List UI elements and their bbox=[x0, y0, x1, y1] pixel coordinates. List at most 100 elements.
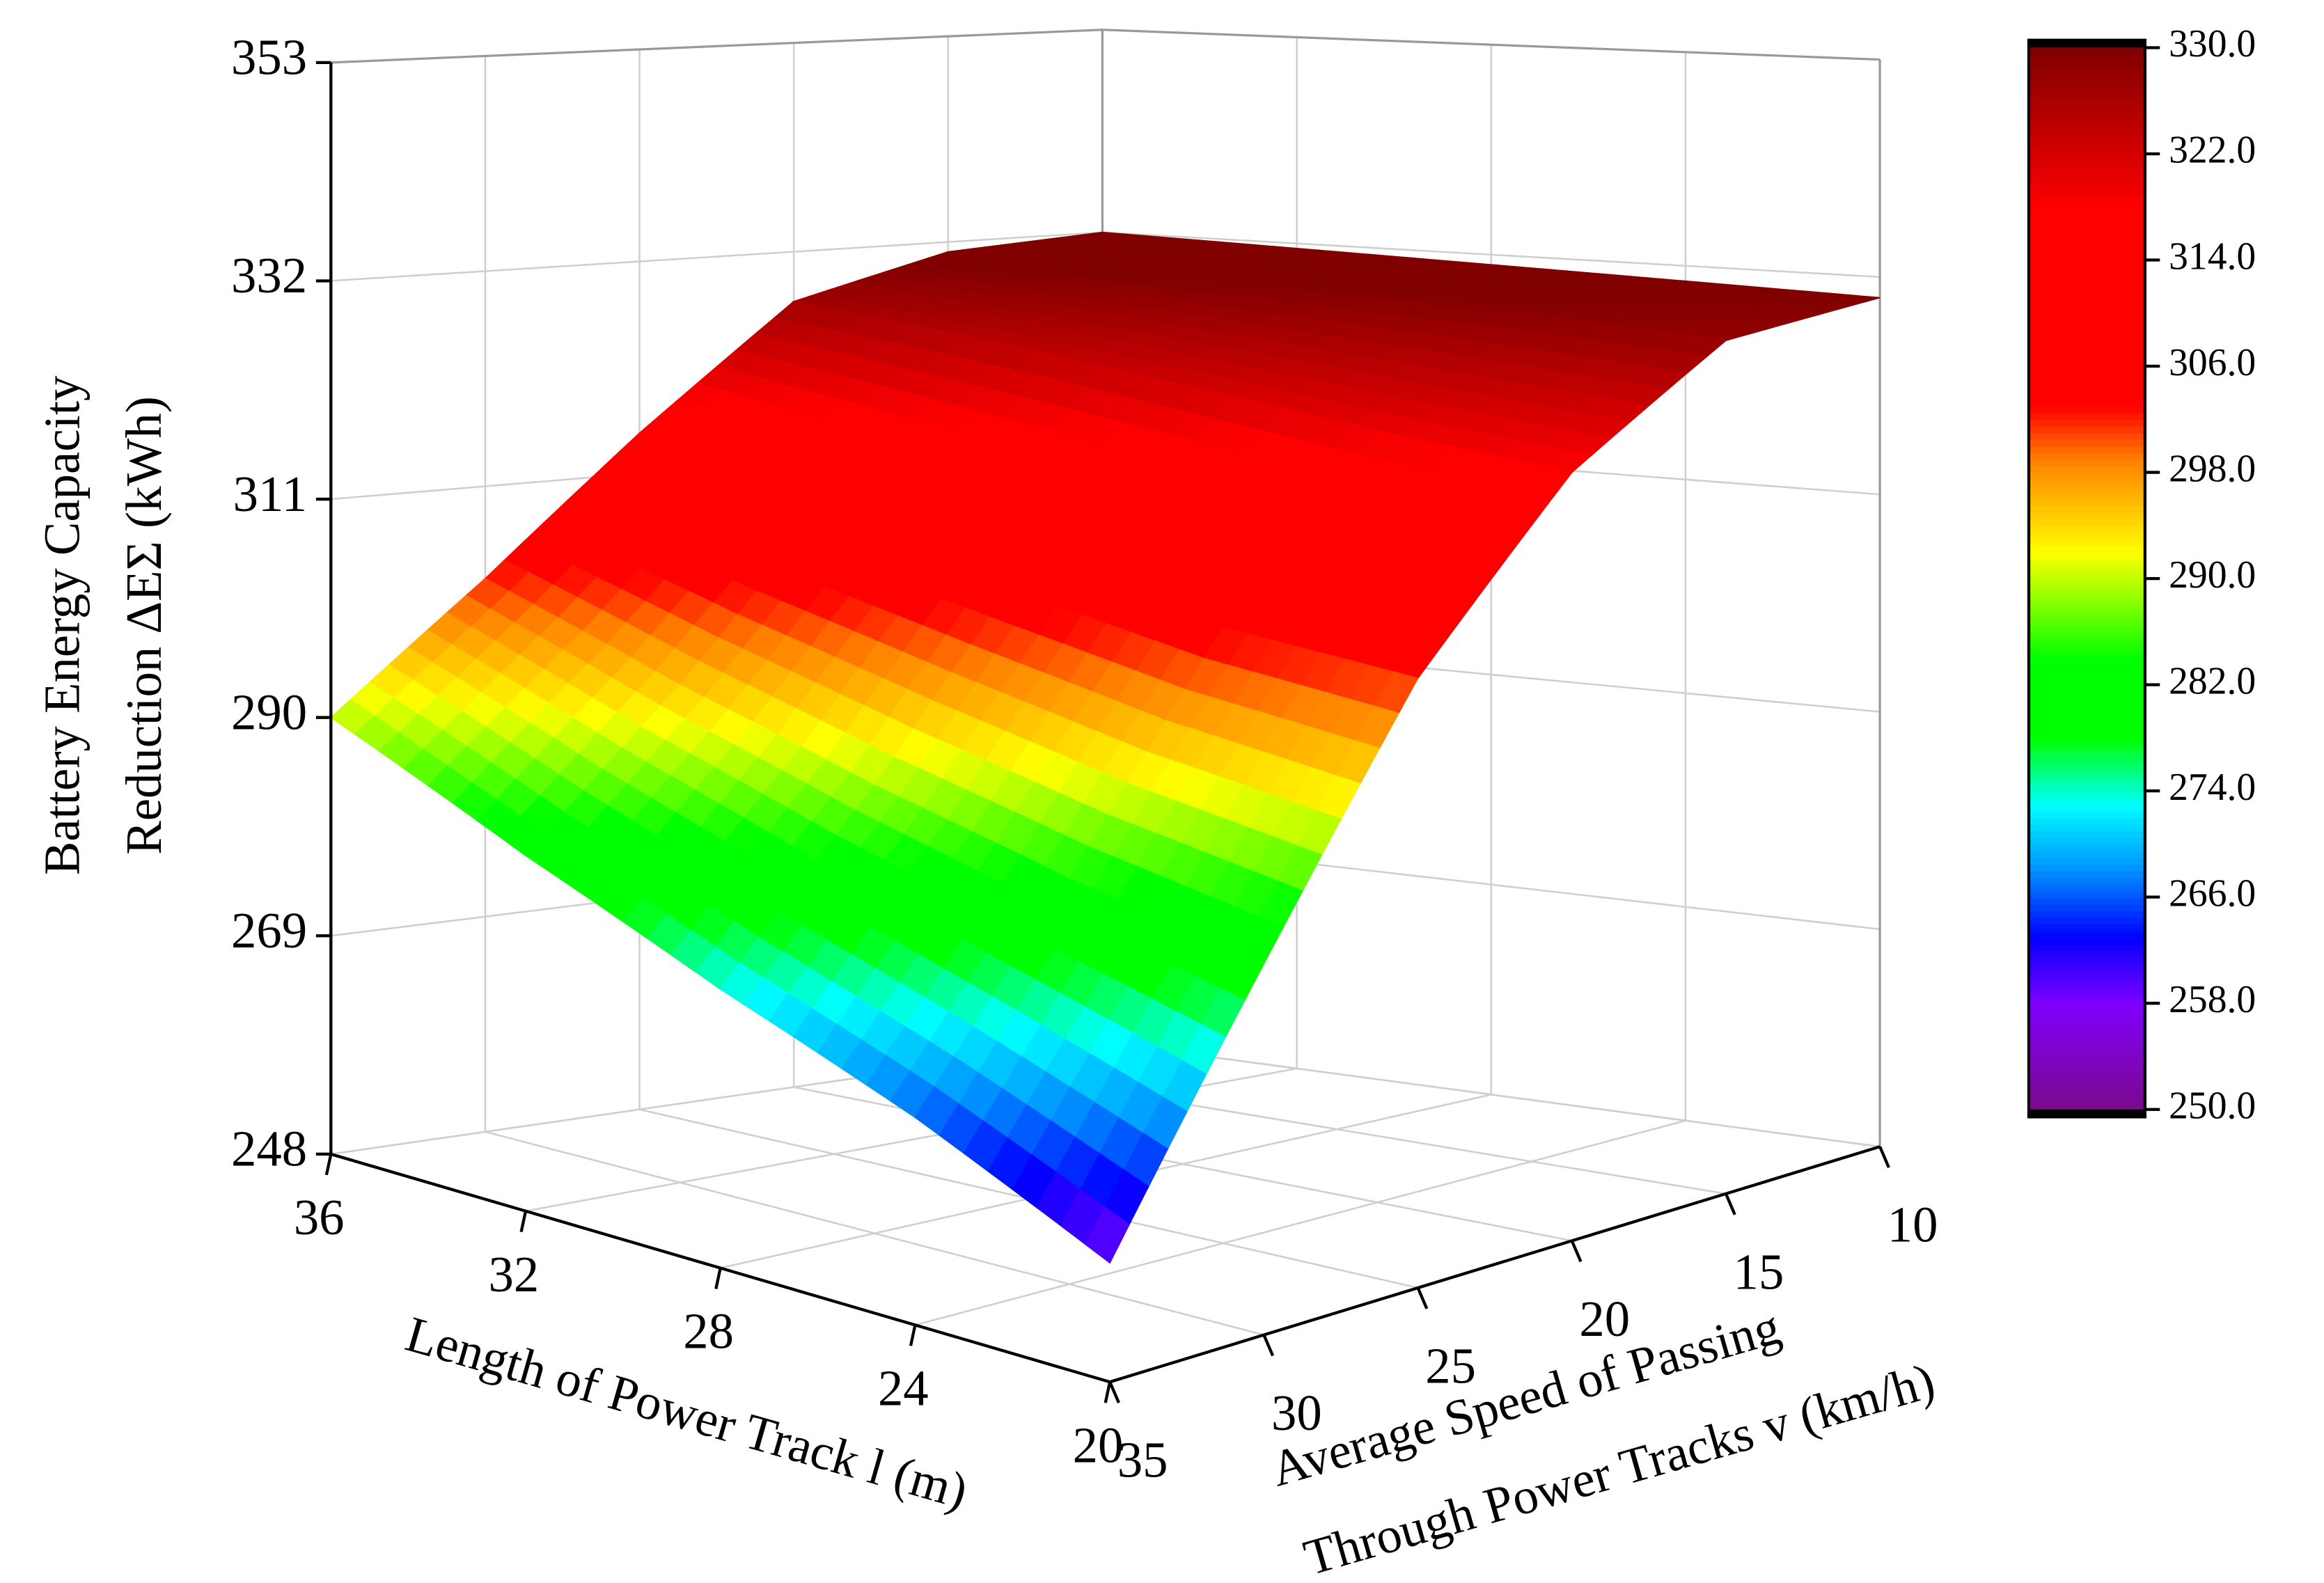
y-tick bbox=[1724, 1192, 1736, 1215]
colorbar-tick-label: 298.0 bbox=[2169, 447, 2256, 490]
colorbar-tick-label: 258.0 bbox=[2169, 978, 2256, 1021]
colorbar-stripe bbox=[2029, 1062, 2145, 1071]
colorbar-stripe bbox=[2029, 1049, 2145, 1057]
z-tick-label: 353 bbox=[231, 29, 307, 86]
colorbar-stripe bbox=[2029, 260, 2145, 268]
colorbar-stripe bbox=[2029, 320, 2145, 328]
colorbar-stripe bbox=[2029, 824, 2145, 832]
y-tick bbox=[1878, 1146, 1890, 1168]
colorbar-stripe bbox=[2029, 393, 2145, 400]
colorbar-stripe bbox=[2029, 624, 2145, 633]
y-tick-label: 20 bbox=[1579, 1291, 1630, 1347]
colorbar-stripe bbox=[2029, 1003, 2145, 1011]
colorbar-stripe bbox=[2029, 406, 2145, 414]
colorbar-stripe bbox=[2029, 326, 2145, 334]
colorbar-stripe bbox=[2029, 1016, 2145, 1025]
colorbar-stripe bbox=[2029, 286, 2145, 294]
colorbar-stripe bbox=[2029, 757, 2145, 766]
y-tick-label: 10 bbox=[1887, 1197, 1938, 1253]
y-tick-label: 30 bbox=[1271, 1385, 1322, 1441]
colorbar-stripe bbox=[2029, 446, 2145, 454]
colorbar-stripe bbox=[2029, 180, 2145, 188]
colorbar-stripe bbox=[2029, 512, 2145, 520]
colorbar-stripe bbox=[2029, 950, 2145, 958]
colorbar-stripe bbox=[2029, 333, 2145, 341]
colorbar-stripe bbox=[2029, 598, 2145, 606]
colorbar-tick-label: 282.0 bbox=[2169, 659, 2256, 702]
colorbar-stripe bbox=[2029, 213, 2145, 221]
y-tick bbox=[1108, 1381, 1120, 1403]
colorbar-stripe bbox=[2029, 194, 2145, 201]
z-tick-label: 248 bbox=[231, 1121, 307, 1177]
colorbar-stripe bbox=[2029, 718, 2145, 726]
colorbar-stripe bbox=[2029, 187, 2145, 195]
colorbar-stripe bbox=[2029, 479, 2145, 487]
colorbar-stripe bbox=[2029, 1069, 2145, 1078]
colorbar-stripe bbox=[2029, 970, 2145, 978]
colorbar-stripe bbox=[2029, 207, 2145, 215]
colorbar-tick-label: 306.0 bbox=[2169, 341, 2256, 384]
colorbar-stripe bbox=[2029, 605, 2145, 613]
colorbar-stripe bbox=[2029, 399, 2145, 407]
colorbar-stripe bbox=[2029, 87, 2145, 95]
x-tick bbox=[1104, 1381, 1112, 1403]
colorbar-stripe bbox=[2029, 744, 2145, 753]
colorbar-tick-label: 330.0 bbox=[2169, 22, 2256, 65]
colorbar-stripe bbox=[2029, 877, 2145, 885]
colorbar-stripe bbox=[2029, 850, 2145, 858]
colorbar-stripe bbox=[2029, 764, 2145, 772]
x-tick-label: 32 bbox=[489, 1246, 540, 1302]
colorbar-stripe bbox=[2029, 797, 2145, 805]
z-tick-label: 332 bbox=[231, 247, 307, 304]
colorbar-stripe bbox=[2029, 432, 2145, 441]
colorbar-stripe bbox=[2029, 505, 2145, 514]
colorbar-stripe bbox=[2029, 691, 2145, 699]
grid-line bbox=[915, 1119, 1686, 1326]
y-tick bbox=[1570, 1240, 1583, 1263]
colorbar-stripe bbox=[2029, 844, 2145, 852]
colorbar-stripe bbox=[2029, 140, 2145, 148]
colorbar-stripe bbox=[2029, 904, 2145, 912]
colorbar-cap bbox=[2029, 40, 2145, 48]
colorbar-stripe bbox=[2029, 810, 2145, 819]
x-tick bbox=[324, 1153, 333, 1176]
colorbar-stripe bbox=[2029, 996, 2145, 1005]
colorbar-stripe bbox=[2029, 74, 2145, 82]
colorbar-stripe bbox=[2029, 631, 2145, 640]
colorbar-stripe bbox=[2029, 107, 2145, 116]
x-tick-label: 28 bbox=[683, 1303, 734, 1360]
x-tick-label: 20 bbox=[1073, 1417, 1124, 1473]
colorbar-stripe bbox=[2029, 585, 2145, 593]
colorbar-stripe bbox=[2029, 936, 2145, 945]
colorbar-stripe bbox=[2029, 246, 2145, 255]
colorbar-stripe bbox=[2029, 200, 2145, 208]
colorbar-stripe bbox=[2029, 678, 2145, 686]
colorbar-stripe bbox=[2029, 492, 2145, 500]
colorbar-stripe bbox=[2029, 778, 2145, 785]
colorbar-stripe bbox=[2029, 592, 2145, 599]
colorbar-cap bbox=[2029, 1109, 2145, 1117]
z-tick-label: 290 bbox=[231, 684, 307, 740]
colorbar-stripe bbox=[2029, 147, 2145, 155]
y-axis bbox=[1109, 1145, 1881, 1384]
colorbar-stripe bbox=[2029, 94, 2145, 102]
colorbar-stripe bbox=[2029, 698, 2145, 706]
colorbar-stripe bbox=[2029, 864, 2145, 872]
colorbar-stripe bbox=[2029, 339, 2145, 347]
colorbar-stripe bbox=[2029, 558, 2145, 567]
surface-patch bbox=[1085, 1206, 1130, 1264]
colorbar: 250.0 258.0 266.0 274.0 282.0 290.0 298.0 306.0… bbox=[2027, 22, 2256, 1127]
y-tick bbox=[1262, 1334, 1275, 1357]
colorbar-stripe bbox=[2029, 1056, 2145, 1064]
colorbar-stripe bbox=[2029, 890, 2145, 898]
colorbar-stripe bbox=[2029, 750, 2145, 759]
colorbar-stripe bbox=[2029, 857, 2145, 865]
colorbar-stripe bbox=[2029, 519, 2145, 527]
colorbar-stripe bbox=[2029, 127, 2145, 135]
colorbar-stripe bbox=[2029, 977, 2145, 984]
colorbar-stripe bbox=[2029, 81, 2145, 88]
colorbar-stripe bbox=[2029, 173, 2145, 182]
colorbar-stripe bbox=[2029, 472, 2145, 480]
colorbar-stripe bbox=[2029, 525, 2145, 533]
x-tick bbox=[909, 1324, 917, 1346]
